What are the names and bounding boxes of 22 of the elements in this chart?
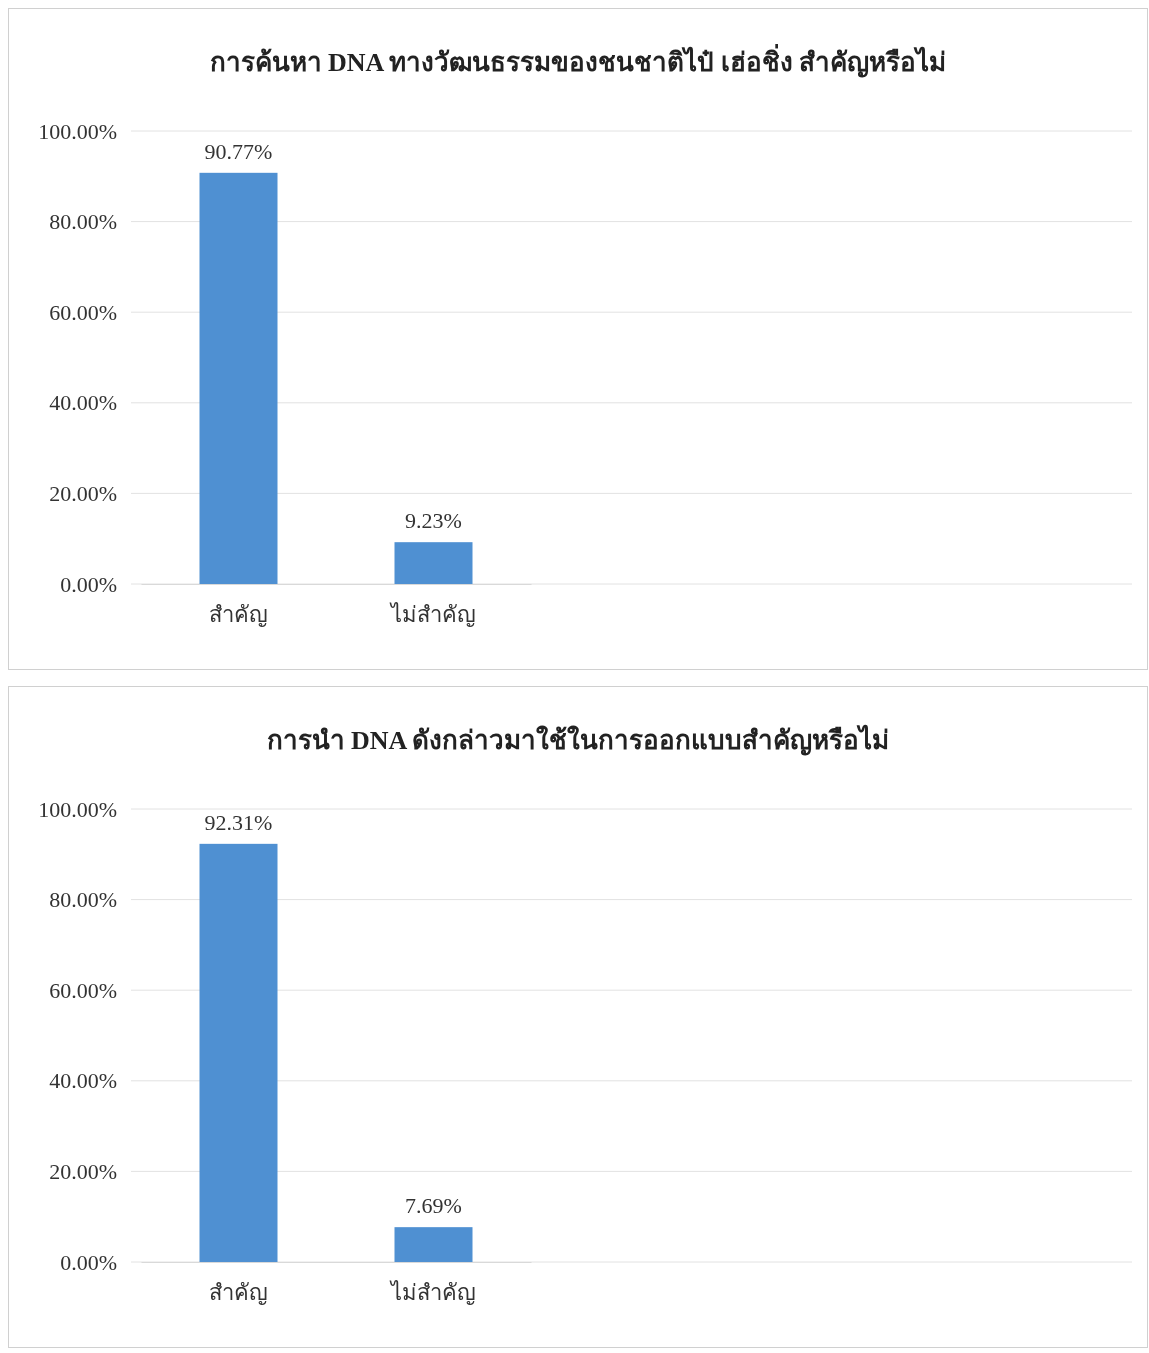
y-tick-label: 60.00% — [49, 299, 117, 325]
y-tick-label: 0.00% — [60, 571, 117, 597]
chart-title: การนำ DNA ดังกล่าวมาใช้ในการออกแบบสำคัญหรือไม่ — [266, 724, 890, 756]
x-tick-label: ไม่สำคัญ — [389, 601, 476, 627]
y-tick-label: 100.00% — [38, 118, 117, 144]
y-tick-label: 80.00% — [49, 209, 117, 235]
data-label: 92.31% — [204, 809, 273, 835]
data-label: 90.77% — [204, 138, 273, 164]
y-tick-label: 40.00% — [49, 390, 117, 416]
x-tick-label: ไม่สำคัญ — [389, 1279, 476, 1305]
y-tick-label: 80.00% — [49, 887, 117, 913]
y-tick-label: 40.00% — [49, 1068, 117, 1094]
y-tick-label: 100.00% — [38, 796, 117, 822]
y-tick-label: 20.00% — [49, 1158, 117, 1184]
y-tick-label: 0.00% — [60, 1249, 117, 1275]
y-tick-label: 60.00% — [49, 977, 117, 1003]
y-tick-label: 20.00% — [49, 480, 117, 506]
chart-title: การค้นหา DNA ทางวัฒนธรรมของชนชาติไป๋ เฮ่อชิ่ง สำคัญหรือไม่ — [209, 43, 947, 78]
x-tick-label: สำคัญ — [209, 601, 268, 627]
data-label: 7.69% — [405, 1193, 462, 1219]
x-tick-label: สำคัญ — [209, 1279, 268, 1305]
data-label: 9.23% — [405, 508, 462, 534]
